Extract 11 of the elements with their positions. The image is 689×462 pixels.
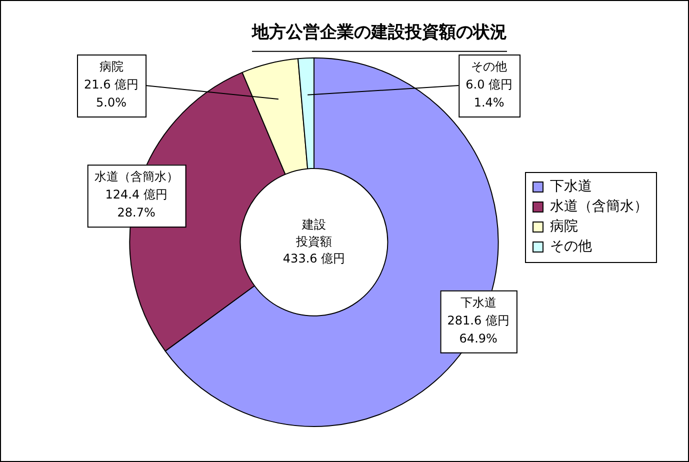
data-label: 下水道 281.6 億円 64.9% [447,296,510,346]
data-label: その他 6.0 億円 1.4% [466,60,513,110]
text: 建設投資額 [295,217,332,248]
text: 433.6 億円 [282,251,346,266]
legend-label: 病院 [550,218,578,235]
legend-label: その他 [550,238,592,255]
chart-title: 地方公営企業の建設投資額の状況 [251,22,507,43]
data-label: 病院 21.6 億円 5.0% [84,60,139,110]
data-label: 水道（含簡水） 124.4 億円 28.7% [94,170,178,220]
legend-label: 下水道 [550,178,592,195]
legend-label: 水道（含簡水） [550,198,648,215]
